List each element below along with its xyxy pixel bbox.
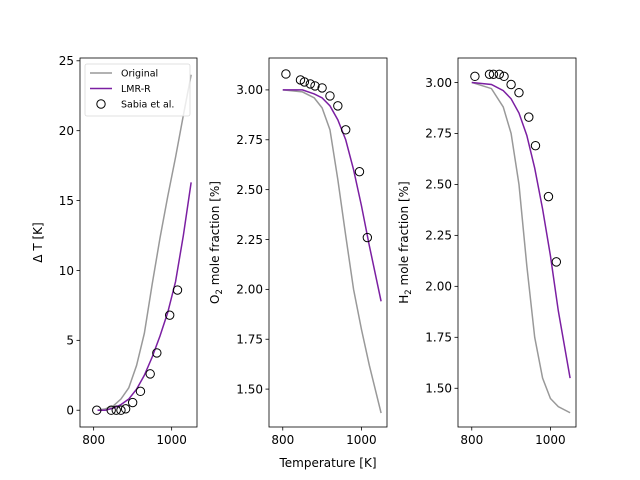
data-point-marker xyxy=(499,71,509,82)
y-axis-label: O2 mole fraction [%] xyxy=(208,181,225,304)
data-point-marker xyxy=(530,140,541,151)
y-axis-label-rest: mole fraction [%] xyxy=(397,181,411,289)
data-point-marker xyxy=(333,101,343,111)
y-tick-label: 1.50 xyxy=(236,382,263,396)
data-point-marker xyxy=(305,79,315,89)
y-tick-label: 1.75 xyxy=(425,331,452,345)
y-tick-label: 25 xyxy=(59,54,74,68)
legend-marker-marker xyxy=(96,99,106,109)
series-line-lmr xyxy=(471,81,571,379)
legend-label: Sabia et al. xyxy=(121,100,174,111)
y-tick-label: 2.75 xyxy=(236,133,263,147)
data-point-marker xyxy=(543,191,554,202)
data-point-marker xyxy=(317,83,327,93)
data-point-marker xyxy=(135,386,146,397)
data-point-marker xyxy=(116,405,126,415)
data-point-marker xyxy=(325,91,335,101)
series-line-original xyxy=(282,89,382,414)
y-axis-label-rest: mole fraction [%] xyxy=(208,181,222,289)
x-tick-label: 800 xyxy=(82,433,105,447)
y-tick-label: 3.00 xyxy=(425,76,452,90)
data-point-marker xyxy=(488,69,499,80)
data-point-marker xyxy=(299,77,310,87)
y-tick-label: 15 xyxy=(59,194,74,208)
data-point-marker xyxy=(354,166,365,177)
data-point-marker xyxy=(506,79,516,90)
data-point-marker xyxy=(470,71,480,82)
y-tick-label: 5 xyxy=(66,334,74,348)
y-tick-label: 1.75 xyxy=(236,333,263,347)
data-point-marker xyxy=(120,404,131,414)
y-tick-label: 2.50 xyxy=(425,178,452,192)
x-tick-label: 1000 xyxy=(346,433,377,447)
data-point-marker xyxy=(145,369,155,379)
legend-label: Original xyxy=(121,69,158,80)
y-axis-label-base: O xyxy=(208,295,222,304)
series-line-original xyxy=(471,81,571,414)
data-point-marker xyxy=(484,69,495,80)
panel-2: 800 1000 1.50 1.75 2.00 2.25 2.50 2.75 3.00 O2 mo… xyxy=(208,57,388,470)
axes-frame xyxy=(79,57,198,428)
series-line-original xyxy=(97,74,192,411)
x-axis-label: Temperature [K] xyxy=(278,456,376,470)
series-line-lmr xyxy=(97,182,192,411)
data-point-marker xyxy=(106,405,116,415)
y-tick-label: 2.00 xyxy=(425,280,452,294)
y-tick-label: 10 xyxy=(59,264,74,278)
data-point-marker xyxy=(165,310,175,320)
x-tick-label: 1000 xyxy=(156,433,187,447)
data-point-marker xyxy=(514,87,524,98)
x-tick-label: 1000 xyxy=(535,433,566,447)
y-tick-label: 0 xyxy=(66,404,74,418)
data-point-marker xyxy=(494,69,504,80)
axes-frame xyxy=(457,57,577,428)
y-tick-label: 3.00 xyxy=(236,83,263,97)
data-point-marker xyxy=(362,232,373,243)
data-point-marker xyxy=(310,81,320,91)
y-tick-label: 20 xyxy=(59,124,74,138)
data-point-marker xyxy=(172,285,183,295)
data-point-marker xyxy=(127,397,138,408)
data-point-marker xyxy=(111,405,121,415)
panel-1: 800 1000 0 5 10 15 20 25 Δ T [K] xyxy=(31,54,198,447)
y-tick-label: 2.75 xyxy=(425,127,452,141)
data-point-marker xyxy=(524,112,534,122)
x-tick-label: 800 xyxy=(271,433,294,447)
y-axis-label: H2 mole fraction [%] xyxy=(397,181,414,304)
data-point-marker xyxy=(152,348,162,358)
legend: Original LMR-R Sabia et al. xyxy=(84,63,191,117)
panel-3: 800 1000 1.50 1.75 2.00 2.25 2.50 2.75 3.00 H2 mo… xyxy=(397,57,577,447)
legend-label: LMR-R xyxy=(121,84,151,95)
data-point-marker xyxy=(281,69,291,79)
axes-frame xyxy=(268,57,388,428)
y-tick-label: 1.50 xyxy=(425,382,452,396)
series-line-lmr xyxy=(282,89,382,302)
y-axis-label-base: H xyxy=(397,295,411,304)
y-axis-label-sub: 2 xyxy=(404,289,414,294)
x-tick-label: 800 xyxy=(460,433,483,447)
y-tick-label: 2.25 xyxy=(425,229,452,243)
data-point-marker xyxy=(341,125,351,135)
y-tick-label: 2.50 xyxy=(236,183,263,197)
y-axis-label: Δ T [K] xyxy=(31,222,45,262)
y-axis-label-sub: 2 xyxy=(215,289,225,294)
data-point-marker xyxy=(92,405,102,415)
y-tick-label: 2.25 xyxy=(236,233,263,247)
data-point-marker xyxy=(551,257,562,267)
legend-box xyxy=(84,63,191,117)
y-tick-label: 2.00 xyxy=(236,283,263,297)
